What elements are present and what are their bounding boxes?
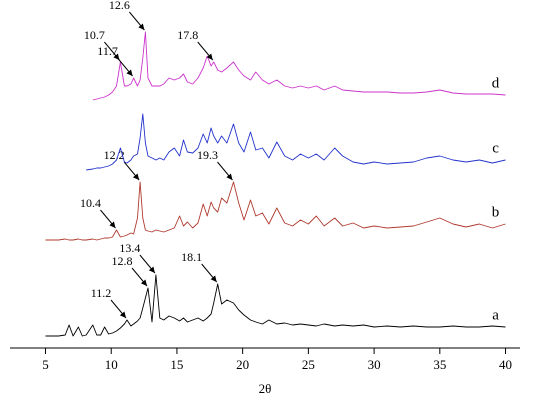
series-line	[45, 181, 506, 241]
x-tick-label: 30	[368, 357, 381, 372]
annotation-label: 12.8	[112, 254, 133, 268]
series-label: a	[492, 307, 499, 323]
annotation-arrow	[110, 299, 127, 319]
annotation-label: 18.1	[181, 250, 202, 264]
annotation-arrow	[139, 254, 156, 274]
annotation-arrow	[100, 209, 116, 229]
x-tick-label: 10	[105, 357, 118, 372]
annotation-label: 11.7	[97, 44, 118, 58]
annotation-label: 12.6	[109, 0, 130, 12]
x-tick-label: 15	[170, 357, 183, 372]
series-line	[86, 113, 506, 171]
series-label: b	[492, 204, 500, 220]
annotation-arrow	[117, 57, 133, 77]
annotation-label: 12.2	[104, 148, 125, 162]
annotation-arrow	[104, 41, 120, 61]
annotation-label: 19.3	[197, 148, 218, 162]
annotation-arrow	[129, 11, 145, 31]
annotation-label: 13.4	[119, 241, 140, 255]
annotation-arrow	[131, 267, 148, 287]
x-tick-label: 5	[42, 357, 49, 372]
annotation-arrow	[123, 161, 140, 181]
x-tick-label: 40	[499, 357, 512, 372]
series-label: d	[492, 75, 500, 91]
annotation-label: 10.7	[84, 28, 105, 42]
x-tick-label: 35	[433, 357, 446, 372]
series-line	[92, 31, 506, 101]
annotation-arrow	[217, 161, 233, 181]
series-label: c	[492, 140, 499, 156]
x-tick-label: 20	[236, 357, 249, 372]
x-axis-title: 2θ	[259, 381, 272, 396]
series-line	[45, 274, 506, 337]
annotation-arrow	[197, 41, 214, 61]
annotation-label: 10.4	[80, 196, 101, 210]
annotation-arrow	[201, 263, 218, 283]
annotation-label: 11.2	[91, 286, 112, 300]
x-tick-label: 25	[302, 357, 315, 372]
annotation-label: 17.8	[177, 28, 198, 42]
